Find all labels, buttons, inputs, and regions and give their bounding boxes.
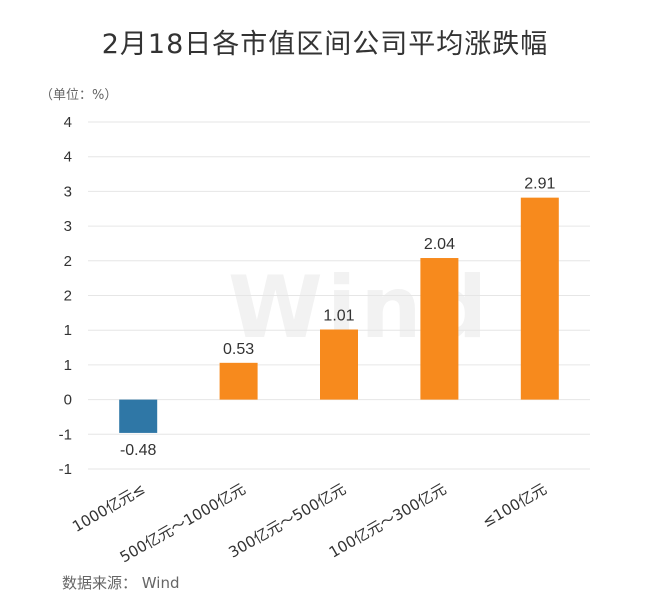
data-label: 1.01 [323,308,354,325]
y-tick-label: -1 [59,461,72,478]
chart-title: 2月18日各市值区间公司平均涨跌幅 [101,29,549,60]
bar [320,329,358,400]
y-tick-label: 3 [64,218,72,235]
y-tick-label: 3 [64,183,72,200]
bar [520,197,559,400]
bar [420,258,459,400]
y-tick-label: 0 [64,392,72,409]
y-tick-label: -1 [59,426,72,443]
unit-label: （单位：%） [40,88,118,103]
x-category-label: ≤100亿元 [479,480,550,531]
source-label: 数据来源： Wind [62,574,180,592]
data-label: 2.91 [524,176,555,193]
y-tick-label: 2 [64,253,72,270]
data-label: -0.48 [120,442,157,459]
y-tick-label: 4 [64,149,72,166]
bar [119,399,158,433]
y-tick-label: 1 [64,357,72,374]
y-tick-label: 4 [64,114,72,131]
y-tick-label: 2 [64,288,72,305]
data-label: 2.04 [424,236,455,253]
y-tick-label: 1 [64,322,72,339]
bar [219,362,258,400]
x-category-label: 1000亿元≤ [69,480,148,536]
data-label: 0.53 [223,341,254,358]
